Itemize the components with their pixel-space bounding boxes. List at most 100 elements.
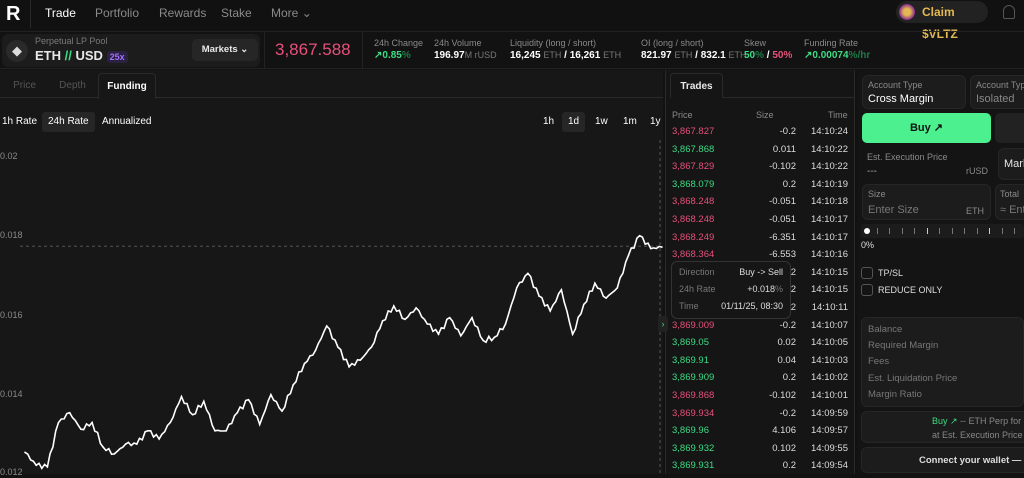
- trade-time: 14:10:02: [811, 372, 848, 384]
- nav-more[interactable]: More ⌄: [271, 6, 312, 20]
- volume-label: 24h Volume: [434, 38, 482, 48]
- slider-tick: [976, 228, 978, 234]
- data-point: [415, 307, 417, 309]
- order-type-select[interactable]: Mark: [998, 148, 1024, 180]
- data-point: [437, 333, 440, 335]
- data-point: [258, 423, 261, 426]
- rate-1h-button[interactable]: 1h Rate: [2, 116, 38, 127]
- buy-button[interactable]: Buy ↗: [862, 113, 991, 143]
- data-point: [214, 429, 216, 432]
- size-input[interactable]: Size Enter Size ETH: [862, 184, 991, 220]
- range-1d[interactable]: 1d: [562, 112, 586, 132]
- data-point: [482, 339, 484, 342]
- funding-line: [24, 234, 663, 470]
- sell-button[interactable]: [995, 113, 1024, 143]
- range-1y[interactable]: 1y: [650, 116, 661, 127]
- balance-label: Balance: [868, 324, 903, 335]
- trade-row: 3,869.909 0.2 14:10:02: [672, 372, 848, 390]
- account-type-cross[interactable]: Account Type Cross Margin: [862, 75, 966, 109]
- tooltip-rate-unit: %: [774, 284, 783, 294]
- col-price: Price: [672, 110, 693, 120]
- tooltip-direction: Buy -> Sell: [739, 267, 783, 277]
- tab-trades[interactable]: Trades: [670, 73, 723, 98]
- claim-button[interactable]: Claim $VLTZ: [896, 1, 988, 41]
- data-point: [370, 346, 373, 348]
- trade-time: 14:10:05: [811, 337, 848, 349]
- data-point: [292, 384, 295, 386]
- size-slider[interactable]: [861, 224, 1024, 238]
- skew-long: 50: [744, 50, 756, 61]
- data-point: [191, 413, 194, 416]
- data-point: [605, 297, 607, 299]
- chevron-down-icon: ⌄: [301, 6, 312, 20]
- tpsl-label: TP/SL: [878, 268, 904, 278]
- funding-chart[interactable]: [0, 0, 663, 474]
- trade-time: 14:10:17: [811, 214, 848, 225]
- data-point: [392, 305, 395, 307]
- oi-label: OI (long / short): [641, 38, 704, 48]
- slider-handle[interactable]: [864, 228, 870, 234]
- change-value: ↗0.85%: [374, 50, 411, 61]
- oi-value: 821.97 ETH / 832.1 ETH: [641, 50, 747, 61]
- tab-funding[interactable]: Funding: [98, 73, 156, 99]
- trade-price: 3,868.248: [672, 214, 715, 225]
- app-logo[interactable]: R: [6, 3, 21, 25]
- trade-time: 14:10:19: [811, 178, 848, 190]
- tab-price[interactable]: Price: [13, 80, 36, 91]
- total-input[interactable]: Total ≈ Ent: [995, 184, 1024, 220]
- data-point: [281, 410, 283, 412]
- nav-portfolio[interactable]: Portfolio: [95, 6, 140, 20]
- market-bar: [0, 31, 1024, 69]
- trade-row: 2 14:10:15: [672, 284, 848, 302]
- oi-long: 821.97: [641, 50, 672, 61]
- slider-tick: [1001, 228, 1003, 234]
- data-point: [448, 316, 451, 319]
- trade-price: 3,867.868: [672, 143, 715, 155]
- eth-icon: ◆: [6, 40, 28, 62]
- range-1h[interactable]: 1h: [543, 116, 555, 127]
- trade-row: 3,868.248 -0.051 14:10:18: [672, 196, 848, 214]
- skew-short: 50: [772, 50, 784, 61]
- nav-trade[interactable]: Trade: [45, 6, 76, 20]
- range-1m[interactable]: 1m: [623, 116, 637, 127]
- tooltip-rate-label: 24h Rate: [679, 284, 716, 294]
- divider: [362, 31, 363, 69]
- data-point: [180, 395, 183, 398]
- tooltip-time-label: Time: [679, 301, 699, 311]
- trade-price: 3,869.91: [672, 354, 709, 366]
- trade-price: 3,867.827: [672, 126, 715, 137]
- data-point: [471, 316, 473, 319]
- chevron-right-icon[interactable]: ›: [658, 316, 668, 332]
- change-number: 0.85: [382, 50, 402, 61]
- reduce-only-checkbox[interactable]: [861, 284, 873, 296]
- trade-size: -0.051: [769, 196, 796, 208]
- account-type-isolated[interactable]: Account Type Isolated: [970, 75, 1024, 109]
- unit: ETH: [543, 50, 562, 60]
- data-point: [404, 318, 406, 321]
- data-point: [348, 365, 350, 368]
- data-point: [560, 289, 563, 291]
- trade-time: 14:09:57: [811, 425, 848, 437]
- total-placeholder: ≈ Ent: [1000, 204, 1024, 216]
- rate-24h-button[interactable]: 24h Rate: [42, 112, 95, 132]
- data-point: [426, 323, 429, 325]
- tooltip-direction-label: Direction: [679, 267, 715, 277]
- trade-row: 2 14:10:15: [672, 267, 848, 285]
- data-point: [314, 349, 317, 352]
- rate-annualized-button[interactable]: Annualized: [102, 116, 152, 127]
- change-label: 24h Change: [374, 38, 424, 48]
- skew-value: 50% / 50%: [744, 50, 793, 61]
- connect-wallet-button[interactable]: Connect your wallet — fas: [861, 447, 1024, 473]
- tpsl-checkbox[interactable]: [861, 267, 873, 279]
- bell-icon[interactable]: [1003, 5, 1015, 19]
- nav-rewards[interactable]: Rewards: [159, 6, 207, 20]
- funding-label: Funding Rate: [804, 38, 859, 48]
- markets-button[interactable]: Markets ⌄: [192, 39, 258, 61]
- tab-depth[interactable]: Depth: [59, 80, 86, 91]
- funding-unit: %/hr: [848, 50, 871, 61]
- nav-stake[interactable]: Stake: [221, 6, 252, 20]
- order-info: Balance Required Margin Fees Est. Liquid…: [861, 317, 1024, 407]
- range-1w[interactable]: 1w: [595, 116, 608, 127]
- col-time: Time: [828, 110, 848, 120]
- trade-price: 3,869.009: [672, 319, 715, 331]
